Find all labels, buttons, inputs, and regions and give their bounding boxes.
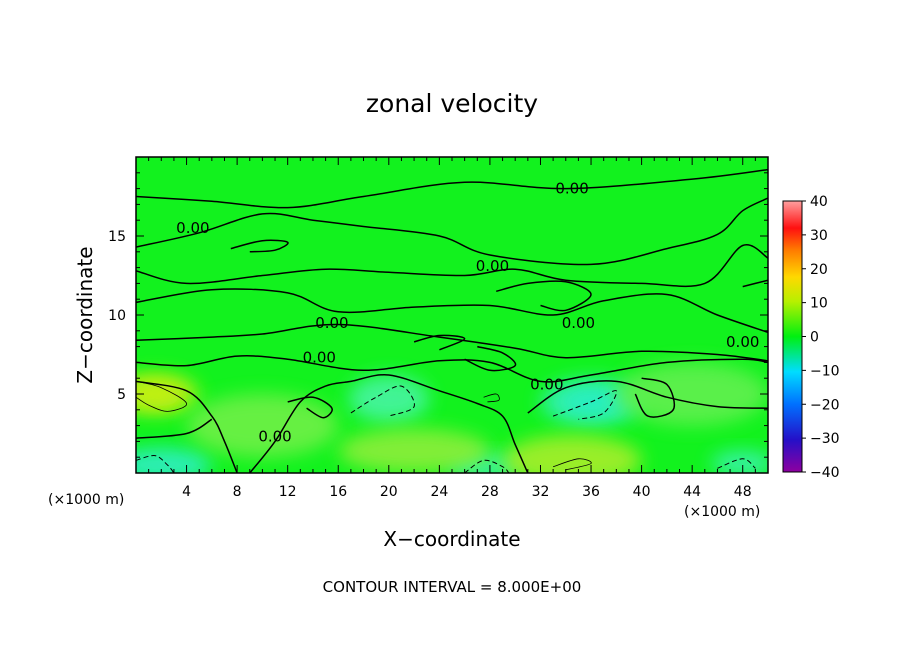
colorbar-label-5: −10 [810, 363, 840, 379]
field-blob-7 [711, 450, 768, 473]
colorbar-label-6: −20 [810, 397, 840, 413]
zero-contour-9 [287, 396, 333, 419]
x-tick-label-4: 4 [182, 484, 191, 500]
negative-contour-2 [552, 390, 618, 420]
zero-contour-7 [249, 374, 529, 473]
contour-label-1: 0.00 [176, 219, 209, 237]
zero-contour-10 [527, 380, 768, 414]
positive-contour-0 [136, 381, 187, 412]
field-blob-1 [136, 381, 183, 407]
contour-lines [136, 168, 768, 473]
zero-contour-8 [136, 418, 213, 439]
x-tick-label-8: 8 [233, 484, 242, 500]
x-tick-label-32: 32 [532, 484, 550, 500]
zero-contour-15 [496, 280, 592, 312]
y-axis-label: Z−coordinate [73, 246, 97, 383]
positive-contour-1 [552, 458, 592, 471]
y-axis-ticks: 5 10 15 [108, 156, 768, 474]
field-blob-10 [186, 394, 339, 458]
zero-contour-6 [136, 380, 238, 473]
zero-contour-0 [136, 168, 768, 209]
x-unit-label: (×1000 m) [684, 504, 760, 520]
field-blob-11 [616, 362, 768, 426]
y-unit-label: (×1000 m) [48, 492, 124, 508]
x-tick-label-36: 36 [582, 484, 600, 500]
zero-contour-14 [413, 334, 466, 351]
contour-label-2: 0.00 [476, 257, 509, 275]
zero-contour-3 [136, 288, 768, 334]
positive-contour-2 [483, 393, 500, 403]
zero-contour-11 [634, 377, 676, 418]
negative-contour-3 [464, 459, 510, 473]
x-tick-label-40: 40 [633, 484, 651, 500]
contour-label-4: 0.00 [562, 314, 595, 332]
field-blob-9 [338, 428, 490, 473]
colorbar-label-7: −30 [810, 431, 840, 447]
x-axis-ticks: 4 8 12 16 20 24 28 32 36 40 44 48 [135, 157, 769, 500]
colorbar-gradient [782, 200, 803, 473]
zero-contour-1 [136, 197, 768, 266]
contour-label-8: 0.00 [258, 428, 291, 446]
negative-contour-4 [717, 458, 756, 469]
colorbar-label-0: 40 [810, 194, 828, 210]
x-tick-label-28: 28 [481, 484, 499, 500]
x-axis-label: X−coordinate [383, 527, 520, 551]
x-tick-label-16: 16 [329, 484, 347, 500]
colorbar: 40 30 20 10 0 −10 −20 −30 −40 [782, 194, 840, 481]
contour-label-0: 0.00 [555, 180, 588, 198]
contour-labels: 0.00 0.00 0.00 0.00 0.00 0.00 0.00 0.00 0.00 [176, 180, 759, 446]
field-blob-8 [502, 435, 642, 473]
zero-contour-4 [136, 323, 768, 362]
chart-title: zonal velocity [366, 89, 538, 118]
x-tick-label-20: 20 [380, 484, 398, 500]
x-tick-label-48: 48 [734, 484, 752, 500]
y-tick-label-5: 5 [117, 387, 126, 403]
contour-interval-note: CONTOUR INTERVAL = 8.000E+00 [323, 578, 582, 596]
zero-contour-2 [136, 244, 768, 288]
zero-contour-13 [464, 345, 517, 372]
zero-contour-12 [230, 239, 289, 253]
negative-contour-0 [136, 455, 175, 473]
colorbar-ticks: 40 30 20 10 0 −10 −20 −30 −40 [802, 194, 840, 481]
field-shading [136, 362, 768, 473]
colorbar-label-4: 0 [810, 330, 819, 346]
y-tick-label-10: 10 [108, 308, 126, 324]
x-tick-label-12: 12 [279, 484, 297, 500]
zero-contour-16 [742, 279, 768, 288]
x-tick-label-24: 24 [430, 484, 448, 500]
colorbar-label-8: −40 [810, 465, 840, 481]
negative-contour-1 [350, 385, 415, 417]
colorbar-label-1: 30 [810, 228, 828, 244]
contour-label-3: 0.00 [315, 314, 348, 332]
colorbar-label-2: 20 [810, 262, 828, 278]
contour-label-7: 0.00 [530, 376, 563, 394]
x-tick-label-44: 44 [683, 484, 701, 500]
colorbar-label-3: 10 [810, 296, 828, 312]
contour-label-5: 0.00 [726, 333, 759, 351]
field-blob-5 [136, 447, 212, 473]
contour-label-6: 0.00 [303, 349, 336, 367]
y-tick-label-15: 15 [108, 229, 126, 245]
